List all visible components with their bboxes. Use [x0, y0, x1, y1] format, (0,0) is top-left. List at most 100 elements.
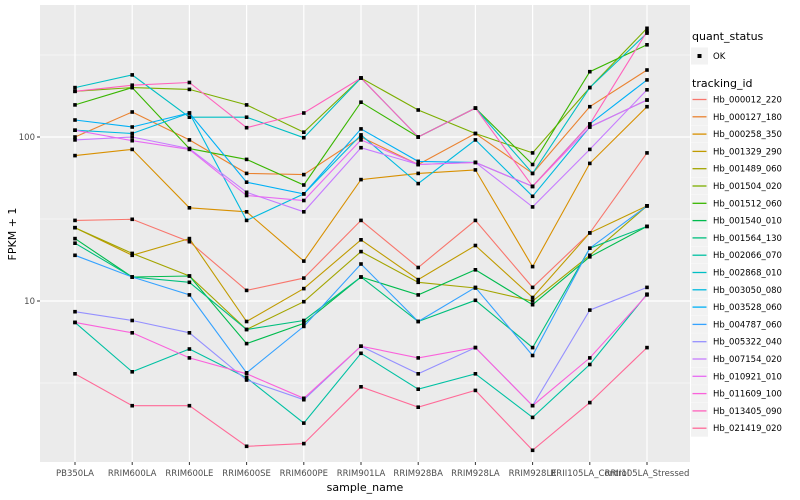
quant-point [588, 255, 592, 259]
quant-point [302, 286, 306, 291]
x-tick-label: RRIM901LA [337, 469, 386, 479]
quant-point [130, 318, 134, 323]
quant-point [359, 145, 363, 150]
quant-point [473, 268, 478, 272]
quant-point [130, 85, 134, 90]
quant-point [473, 138, 478, 142]
quant-point [73, 218, 77, 223]
quant-point [73, 241, 77, 245]
legend-tracking-label: Hb_002868_010 [713, 269, 782, 279]
quant-point [244, 180, 249, 184]
quant-point [473, 285, 478, 290]
quant-point [359, 351, 363, 356]
quant-point [244, 210, 249, 214]
quant-point [130, 73, 134, 77]
quant-point [530, 171, 535, 176]
quant-point [473, 298, 478, 303]
x-tick-label: RRIM928BA [393, 469, 443, 479]
quant-point [359, 76, 363, 80]
quant-point [359, 127, 363, 131]
x-axis-title: sample_name [327, 481, 404, 494]
quant-point [187, 80, 192, 85]
quant-point [588, 231, 592, 235]
quant-point [645, 26, 649, 31]
quant-point [244, 378, 249, 382]
quant-point [73, 103, 77, 107]
quant-point [130, 131, 134, 136]
legend-tracking-label: Hb_000012_220 [713, 96, 782, 106]
quant-point [530, 264, 535, 269]
quant-point [244, 171, 249, 176]
quant-point [302, 321, 306, 326]
quant-point [244, 218, 249, 223]
legend-tracking-id-title: tracking_id [692, 77, 753, 90]
legend-tracking-label: Hb_013405_090 [713, 407, 782, 417]
quant-point [473, 160, 478, 165]
quant-point [73, 309, 77, 314]
quant-point [588, 400, 592, 405]
legend-entry-Hb_002868_010: Hb_002868_010 [691, 264, 782, 281]
legend-entry-Hb_002066_070: Hb_002066_070 [691, 246, 782, 264]
quant-point [530, 448, 535, 453]
legend-entry-Hb_003050_080: Hb_003050_080 [691, 281, 782, 299]
quant-point [187, 293, 192, 297]
quant-point [302, 441, 306, 446]
quant-status-points [73, 26, 649, 453]
quant-point [130, 125, 134, 129]
quant-point [302, 259, 306, 263]
quant-point [416, 277, 420, 282]
quant-point [187, 356, 192, 360]
quant-point [473, 131, 478, 136]
quant-point [244, 288, 249, 293]
quant-point [645, 43, 649, 47]
quant-point [473, 388, 478, 393]
quant-point [302, 324, 306, 329]
x-tick-label: RRII105LA_Stressed [605, 469, 690, 479]
quant-point [244, 444, 249, 449]
quant-point [588, 125, 592, 129]
quant-point [645, 285, 649, 290]
legend-tracking-label: Hb_001329_290 [713, 147, 782, 157]
legend-entry-Hb_001489_060: Hb_001489_060 [691, 160, 782, 178]
quant-point [130, 83, 134, 87]
quant-point [187, 239, 192, 244]
quant-point [187, 147, 192, 152]
quant-point [187, 138, 192, 142]
legend-tracking-label: Hb_003528_060 [713, 303, 782, 313]
quant-point [416, 135, 420, 139]
quant-point [244, 125, 249, 130]
quant-point [130, 275, 134, 279]
quant-point [73, 236, 77, 241]
quant-point [473, 372, 478, 376]
plot-panel [40, 5, 690, 462]
quant-point [359, 385, 363, 389]
quant-point [530, 302, 535, 307]
quant-point [73, 135, 77, 139]
legend-tracking-label: Hb_004787_060 [713, 320, 782, 330]
quant-point [302, 276, 306, 280]
quant-point [416, 372, 420, 376]
quant-point [645, 224, 649, 229]
quant-point [73, 89, 77, 94]
quant-point [359, 238, 363, 242]
legend-tracking-id-entries: Hb_000012_220 Hb_000127_180 Hb_000258_350 H… [691, 91, 782, 437]
quant-point [530, 353, 535, 358]
quant-point [130, 138, 134, 143]
quant-point [473, 345, 478, 350]
quant-point [416, 265, 420, 270]
quant-point [244, 327, 249, 332]
quant-point [73, 138, 77, 142]
legend-entry-Hb_000258_350: Hb_000258_350 [691, 125, 782, 143]
quant-point [473, 106, 478, 110]
quant-point [645, 88, 649, 92]
quant-point [302, 130, 306, 134]
legend-entry-Hb_000127_180: Hb_000127_180 [691, 108, 782, 126]
legend-entry-Hb_001564_130: Hb_001564_130 [691, 229, 782, 247]
legend-quant-status-title: quant_status [692, 30, 764, 43]
quant-point [473, 218, 478, 223]
legend-entry-Hb_021419_020: Hb_021419_020 [691, 419, 782, 437]
quant-point [416, 181, 420, 186]
legend-tracking-label: Hb_001504_020 [713, 182, 782, 192]
quant-point [302, 210, 306, 214]
legend-entry-Hb_001512_060: Hb_001512_060 [691, 194, 782, 212]
